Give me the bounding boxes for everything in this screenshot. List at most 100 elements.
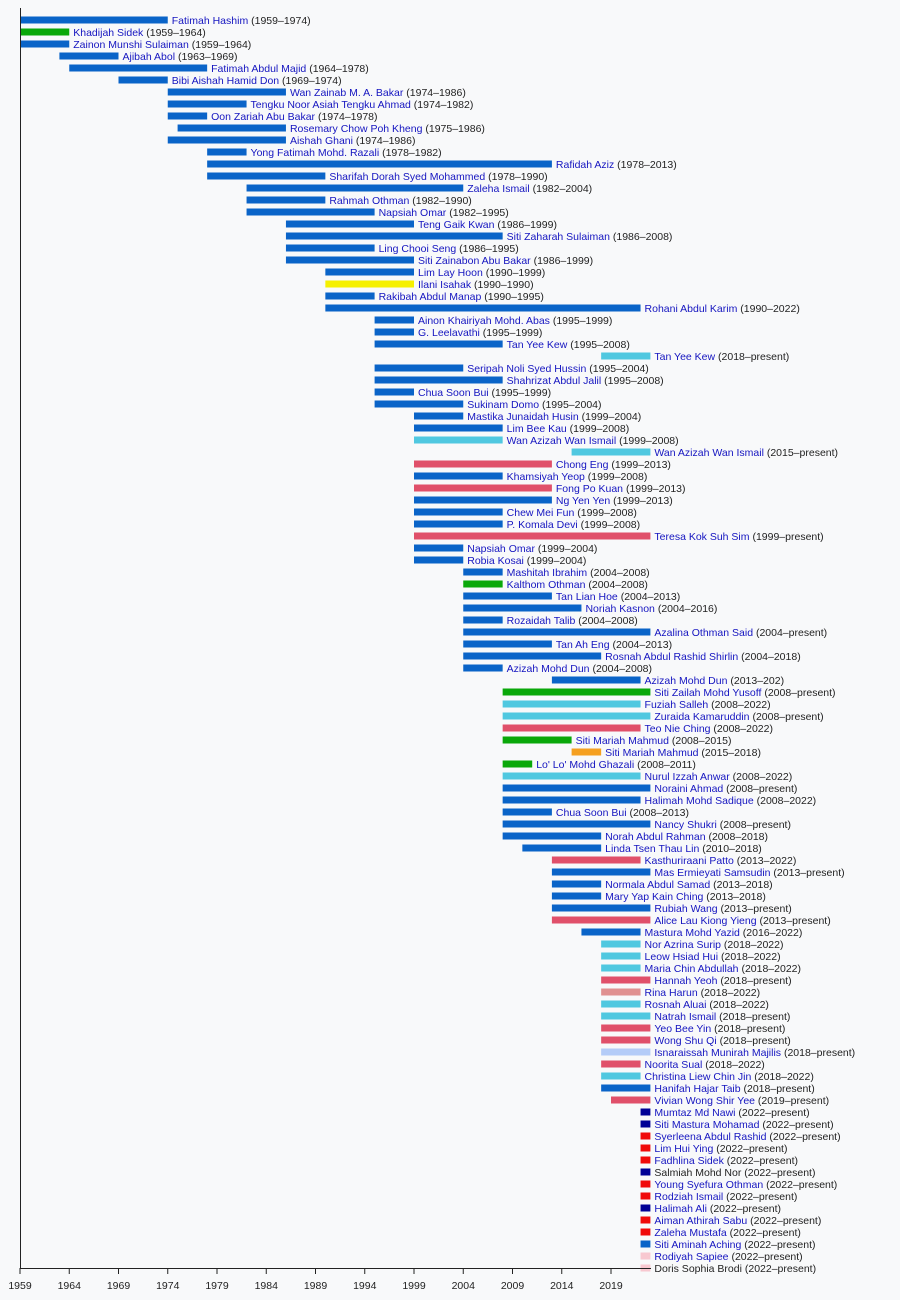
member-name[interactable]: Rakibah Abdul Manap [379,291,482,303]
member-name[interactable]: Azizah Mohd Dun [645,675,728,687]
member-name[interactable]: Tan Yee Kew [507,339,568,351]
member-name[interactable]: Chong Eng [556,459,609,471]
member-name[interactable]: Shahrizat Abdul Jalil [507,375,602,387]
member-name[interactable]: Khadijah Sidek [73,27,144,39]
member-name[interactable]: Wan Zainab M. A. Bakar [290,87,404,99]
member-name[interactable]: Lim Bee Kau [507,423,567,435]
member-name[interactable]: Siti Mariah Mahmud [576,735,670,747]
member-name[interactable]: Siti Aminah Aching [654,1239,741,1251]
member-name[interactable]: Noraini Ahmad [654,783,723,795]
member-name[interactable]: Chua Soon Bui [418,387,489,399]
member-name[interactable]: Oon Zariah Abu Bakar [211,111,315,123]
member-name[interactable]: Nurul Izzah Anwar [645,771,731,783]
member-name[interactable]: Maria Chin Abdullah [645,963,739,975]
member-name[interactable]: Ling Chooi Seng [379,243,457,255]
member-name[interactable]: Wan Azizah Wan Ismail [507,435,617,447]
member-name[interactable]: Rosnah Aluai [645,999,707,1011]
member-name[interactable]: Noriah Kasnon [585,603,655,615]
member-name[interactable]: Halimah Ali [654,1203,707,1215]
member-name[interactable]: Fatimah Abdul Majid [211,63,306,75]
member-name[interactable]: P. Komala Devi [507,519,578,531]
member-name[interactable]: Tan Yee Kew [654,351,715,363]
member-name[interactable]: Mary Yap Kain Ching [605,891,703,903]
member-name[interactable]: Kasthuriraani Patto [645,855,734,867]
member-name[interactable]: Ajibah Abol [123,51,176,63]
member-name[interactable]: Rohani Abdul Karim [645,303,738,315]
member-name[interactable]: Teresa Kok Suh Sim [654,531,749,543]
member-name[interactable]: Teng Gaik Kwan [418,219,495,231]
member-name[interactable]: Fong Po Kuan [556,483,623,495]
member-name[interactable]: Yong Fatimah Mohd. Razali [251,147,380,159]
member-name[interactable]: Mas Ermieyati Samsudin [654,867,770,879]
member-name[interactable]: Lim Hui Ying [654,1143,713,1155]
member-name[interactable]: Natrah Ismail [654,1011,716,1023]
member-name[interactable]: Mumtaz Md Nawi [654,1107,735,1119]
member-name[interactable]: Fuziah Salleh [645,699,709,711]
member-name[interactable]: Mastika Junaidah Husin [467,411,579,423]
member-name[interactable]: Siti Mariah Mahmud [605,747,699,759]
member-name[interactable]: Sukinam Domo [467,399,539,411]
member-name[interactable]: Noorita Sual [645,1059,703,1071]
member-name[interactable]: Hannah Yeoh [654,975,717,987]
member-name[interactable]: Rodziah Ismail [654,1191,723,1203]
member-name[interactable]: Mastura Mohd Yazid [645,927,740,939]
member-name[interactable]: Azalina Othman Said [654,627,753,639]
member-name[interactable]: Yeo Bee Yin [654,1023,711,1035]
member-name[interactable]: Robia Kosai [467,555,524,567]
member-name[interactable]: Zainon Munshi Sulaiman [73,39,189,51]
member-name[interactable]: Rubiah Wang [654,903,717,915]
member-name[interactable]: Hanifah Hajar Taib [654,1083,740,1095]
member-name[interactable]: Seripah Noli Syed Hussin [467,363,586,375]
member-name[interactable]: Fatimah Hashim [172,15,249,27]
member-name[interactable]: Chew Mei Fun [507,507,575,519]
member-name[interactable]: Napsiah Omar [379,207,447,219]
member-name[interactable]: Tan Lian Hoe [556,591,618,603]
member-name[interactable]: Lo' Lo' Mohd Ghazali [536,759,634,771]
member-name[interactable]: Leow Hsiad Hui [645,951,719,963]
member-name[interactable]: Rosemary Chow Poh Kheng [290,123,423,135]
member-name[interactable]: Nor Azrina Surip [645,939,722,951]
member-name[interactable]: Alice Lau Kiong Yieng [654,915,756,927]
member-name[interactable]: Aiman Athirah Sabu [654,1215,747,1227]
member-name[interactable]: Siti Mastura Mohamad [654,1119,759,1131]
member-name[interactable]: Siti Zainabon Abu Bakar [418,255,531,267]
member-name[interactable]: Zaleha Ismail [467,183,529,195]
member-name[interactable]: Halimah Mohd Sadique [645,795,754,807]
member-name[interactable]: Zuraida Kamaruddin [654,711,749,723]
member-name[interactable]: Vivian Wong Shir Yee [654,1095,755,1107]
member-name[interactable]: Napsiah Omar [467,543,535,555]
member-name[interactable]: Sharifah Dorah Syed Mohammed [329,171,485,183]
member-name[interactable]: Khamsiyah Yeop [507,471,585,483]
member-name[interactable]: Bibi Aishah Hamid Don [172,75,280,87]
member-name[interactable]: Siti Zailah Mohd Yusoff [654,687,761,699]
member-name[interactable]: Rosnah Abdul Rashid Shirlin [605,651,738,663]
member-name[interactable]: Teo Nie Ching [645,723,711,735]
member-name[interactable]: Mashitah Ibrahim [507,567,588,579]
member-name[interactable]: Ilani Isahak [418,279,472,291]
member-name[interactable]: Ainon Khairiyah Mohd. Abas [418,315,550,327]
member-name[interactable]: Rafidah Aziz [556,159,614,171]
member-name[interactable]: Normala Abdul Samad [605,879,710,891]
member-name[interactable]: Fadhlina Sidek [654,1155,724,1167]
member-name[interactable]: Rahmah Othman [329,195,409,207]
member-name[interactable]: Lim Lay Hoon [418,267,483,279]
member-name[interactable]: Rina Harun [645,987,698,999]
member-name[interactable]: Christina Liew Chin Jin [645,1071,752,1083]
member-name[interactable]: Linda Tsen Thau Lin [605,843,699,855]
member-name[interactable]: Kalthom Othman [507,579,586,591]
member-name[interactable]: Syerleena Abdul Rashid [654,1131,766,1143]
member-name[interactable]: Tan Ah Eng [556,639,610,651]
member-name[interactable]: G. Leelavathi [418,327,480,339]
member-name[interactable]: Rodiyah Sapiee [654,1251,728,1263]
member-name[interactable]: Young Syefura Othman [654,1179,763,1191]
member-name[interactable]: Norah Abdul Rahman [605,831,706,843]
member-name[interactable]: Zaleha Mustafa [654,1227,727,1239]
member-name[interactable]: Aishah Ghani [290,135,353,147]
member-name[interactable]: Chua Soon Bui [556,807,627,819]
member-name[interactable]: Isnaraissah Munirah Majilis [654,1047,781,1059]
member-name[interactable]: Siti Zaharah Sulaiman [507,231,610,243]
member-name[interactable]: Ng Yen Yen [556,495,610,507]
member-name[interactable]: Tengku Noor Asiah Tengku Ahmad [251,99,411,111]
member-name[interactable]: Azizah Mohd Dun [507,663,590,675]
member-name[interactable]: Rozaidah Talib [507,615,576,627]
